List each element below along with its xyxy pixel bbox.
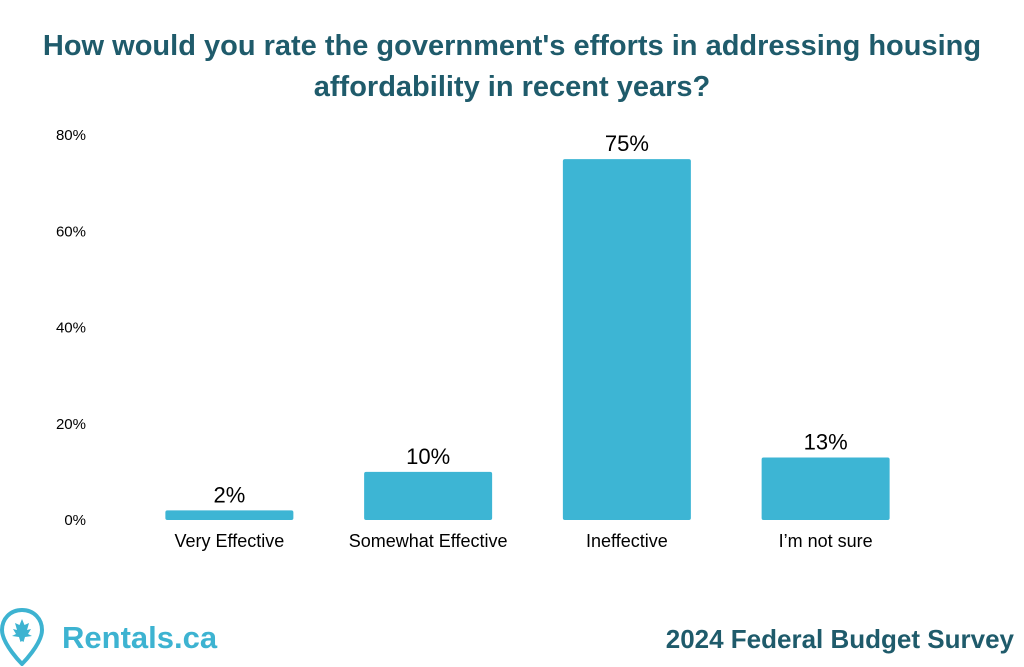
- brand-name: Rentals.ca: [62, 620, 218, 655]
- brand-logo: [0, 606, 300, 666]
- y-tick-label: 40%: [56, 320, 86, 337]
- bar: [761, 457, 890, 520]
- x-tick-label: Ineffective: [586, 531, 668, 551]
- survey-title: 2024 Federal Budget Survey: [665, 624, 1014, 654]
- x-tick-label: Very Effective: [175, 531, 285, 551]
- chart-title: How would you rate the government's effo…: [42, 30, 982, 103]
- y-tick-label: 80%: [56, 127, 86, 144]
- data-label: 13%: [804, 429, 848, 454]
- bar-chart: 0% 20% 40% 60% 80% 2% Very Effective 10% Somewha…: [56, 127, 890, 551]
- bar: [165, 510, 294, 520]
- y-tick-label: 0%: [64, 512, 86, 529]
- bar: [364, 471, 493, 520]
- y-tick-label: 60%: [56, 223, 86, 240]
- y-tick-label: 20%: [56, 416, 86, 433]
- data-label: 2%: [213, 482, 245, 507]
- x-tick-label: Somewhat Effective: [349, 531, 508, 551]
- data-label: 10%: [406, 444, 450, 469]
- x-tick-label: I’m not sure: [779, 531, 873, 551]
- maple-leaf-pin-icon: [0, 607, 45, 666]
- data-label: 75%: [605, 131, 649, 156]
- bar: [562, 159, 691, 520]
